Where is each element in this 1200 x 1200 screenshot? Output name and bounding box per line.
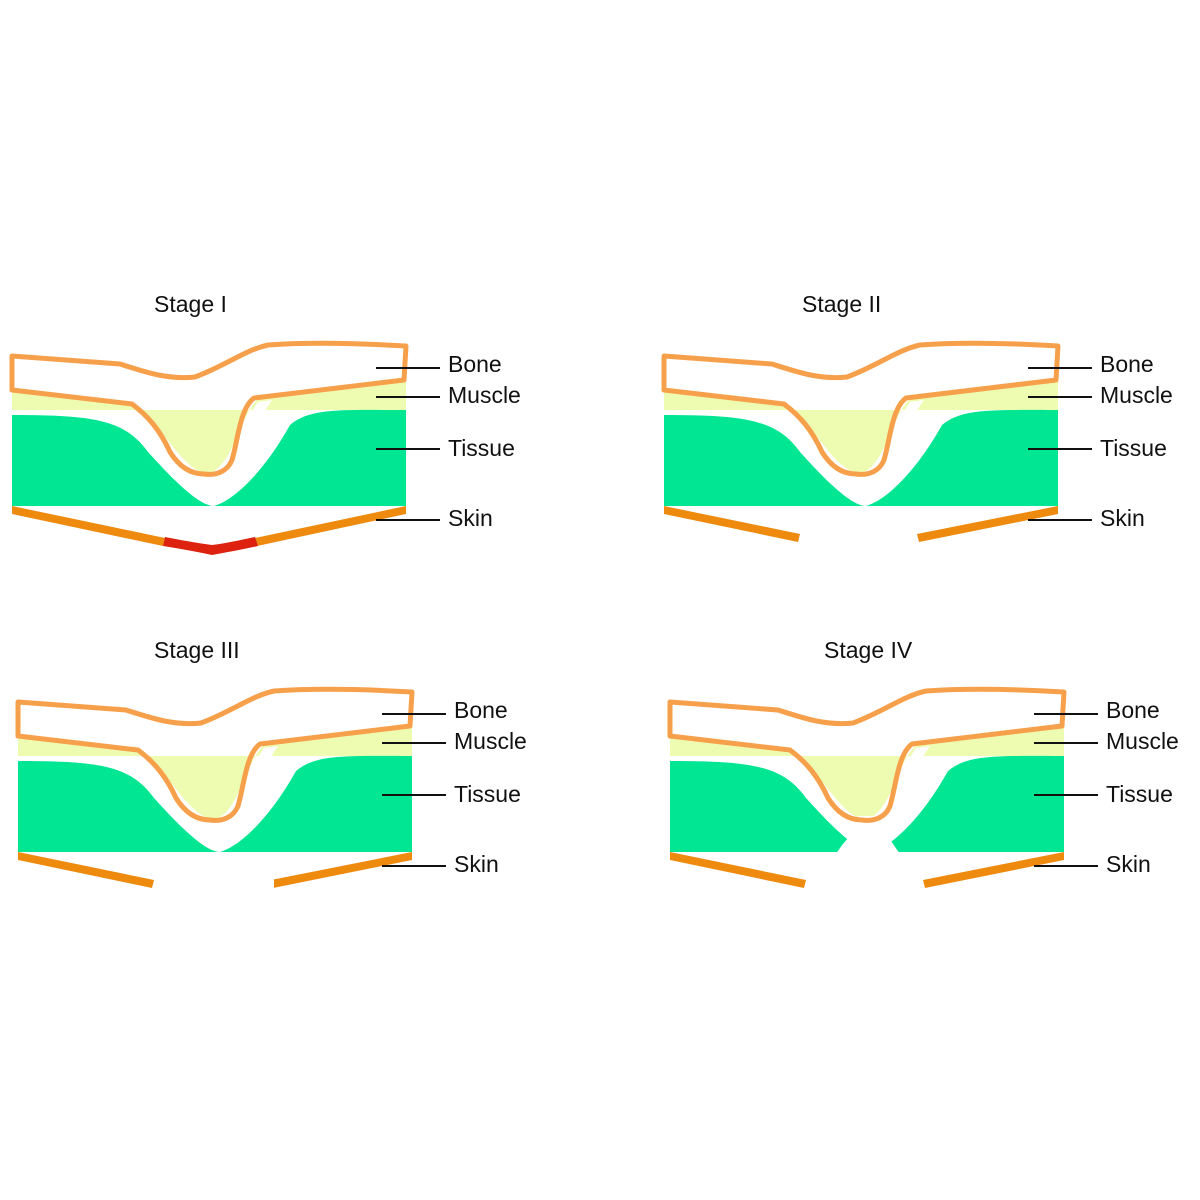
tissue-label: Tissue xyxy=(454,781,521,807)
stage-4-panel: Stage IV Bone Muscle Tissue Skin xyxy=(670,637,1179,894)
skin-label: Skin xyxy=(454,851,499,877)
tissue-label: Tissue xyxy=(1106,781,1173,807)
skin-layer-left xyxy=(664,506,800,542)
bone-label: Bone xyxy=(1106,697,1160,723)
stage-2-panel: Stage II Bone Muscle Tissue Skin xyxy=(664,291,1173,552)
bone-label: Bone xyxy=(448,351,502,377)
skin-label: Skin xyxy=(1106,851,1151,877)
skin-layer-left xyxy=(18,852,154,888)
muscle-label: Muscle xyxy=(1100,382,1173,408)
tissue-label: Tissue xyxy=(448,435,515,461)
stage-3-title: Stage III xyxy=(154,637,240,663)
stage-1-panel: Stage I Bone Muscle Tissue Skin xyxy=(12,291,521,555)
skin-layer-left xyxy=(12,506,165,546)
tissue-label: Tissue xyxy=(1100,435,1167,461)
wound-opening xyxy=(154,853,274,898)
skin-layer-right xyxy=(271,852,412,888)
muscle-label: Muscle xyxy=(1106,728,1179,754)
bone-label: Bone xyxy=(454,697,508,723)
skin-layer-right xyxy=(917,506,1058,542)
muscle-label: Muscle xyxy=(448,382,521,408)
skin-label: Skin xyxy=(448,505,493,531)
skin-layer-right xyxy=(255,506,406,546)
skin-label: Skin xyxy=(1100,505,1145,531)
skin-layer-left xyxy=(670,852,806,888)
wound-opening xyxy=(800,524,917,552)
muscle-label: Muscle xyxy=(454,728,527,754)
stage-2-title: Stage II xyxy=(802,291,881,317)
bone-label: Bone xyxy=(1100,351,1154,377)
stage-1-title: Stage I xyxy=(154,291,227,317)
stage-3-panel: Stage III Bone Muscle Tissue Skin xyxy=(18,637,527,898)
wound-opening xyxy=(816,824,920,894)
skin-redness xyxy=(163,537,258,555)
skin-layer-right xyxy=(923,852,1064,888)
stage-4-title: Stage IV xyxy=(824,637,913,663)
